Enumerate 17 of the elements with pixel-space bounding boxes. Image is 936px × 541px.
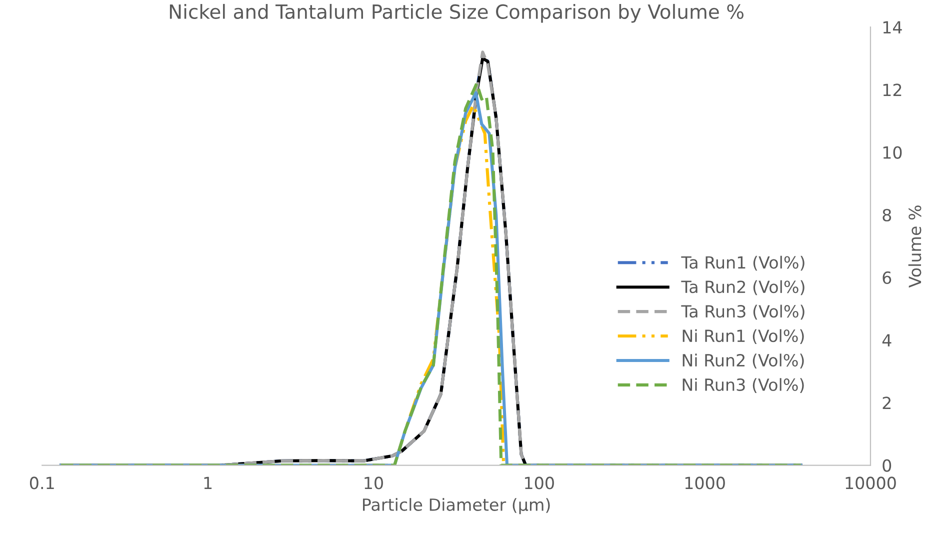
x-tick-label: 10 [364, 476, 383, 490]
x-tick-label: 100 [525, 476, 554, 490]
x-tick-label: 1000 [685, 476, 725, 490]
y-tick-label: 0 [882, 459, 892, 472]
y-tick-label: 14 [883, 21, 902, 34]
y-tick-label: 10 [883, 146, 902, 159]
x-tick-label: 1 [204, 476, 212, 490]
chart-title: Nickel and Tantalum Particle Size Comparison by Volume % [170, 4, 744, 23]
x-axis-title: Particle Diameter (µm) [363, 498, 550, 514]
x-tick-label: 0.1 [30, 476, 54, 490]
y-tick-label: 8 [882, 208, 892, 222]
y-tick-label: 6 [882, 271, 892, 284]
y-axis-title: Volume % [908, 206, 922, 288]
x-tick-label: 10000 [846, 476, 896, 490]
y-tick-label: 4 [882, 334, 892, 346]
y-tick-label: 2 [882, 396, 891, 409]
y-tick-label: 12 [883, 84, 902, 96]
